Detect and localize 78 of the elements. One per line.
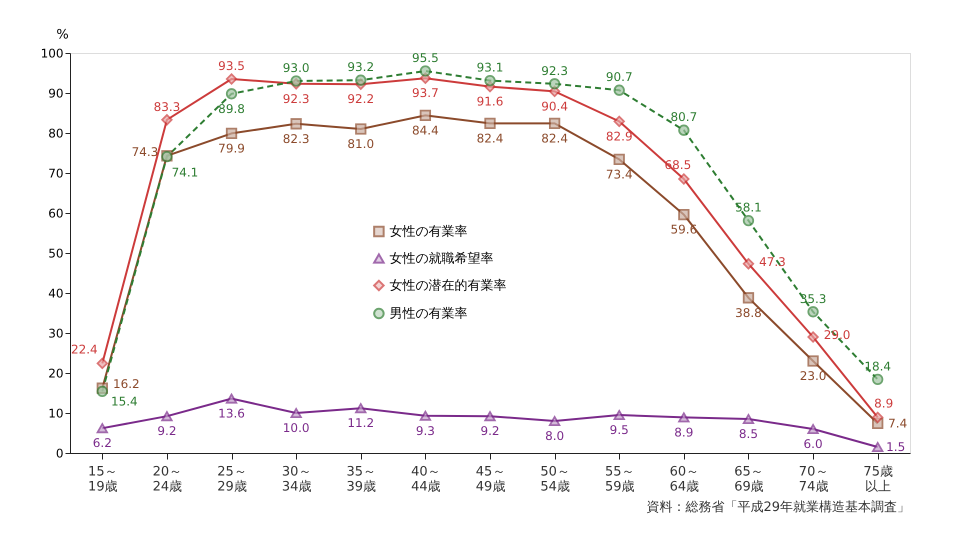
data-label: 35.3 bbox=[800, 292, 826, 306]
data-label: 82.4 bbox=[476, 131, 504, 146]
y-tick-label: 70 bbox=[48, 166, 64, 180]
legend-label: 女性の潜在的有業率 bbox=[389, 278, 506, 294]
data-label: 23.0 bbox=[800, 369, 826, 383]
data-label: 74.3 bbox=[132, 144, 158, 159]
data-label: 90.7 bbox=[606, 70, 633, 84]
data-label: 22.4 bbox=[70, 342, 98, 356]
y-tick-label: 0 bbox=[56, 446, 64, 460]
data-label: 82.9 bbox=[606, 129, 633, 144]
data-label: 8.0 bbox=[545, 429, 564, 443]
x-tick-label: 55～59歳 bbox=[604, 464, 635, 494]
data-label: 15.4 bbox=[110, 394, 138, 408]
data-label: 92.2 bbox=[347, 92, 374, 106]
data-label: 9.2 bbox=[480, 424, 500, 438]
data-label: 83.3 bbox=[154, 100, 180, 114]
x-tick-label: 60～64歳 bbox=[670, 464, 700, 494]
x-tick-label: 65～69歳 bbox=[734, 464, 764, 494]
data-label: 93.1 bbox=[476, 60, 504, 75]
x-tick-label: 50～54歳 bbox=[540, 464, 570, 494]
data-label: 9.5 bbox=[610, 423, 629, 437]
x-tick-label: 15～19歳 bbox=[88, 464, 118, 494]
data-label: 92.3 bbox=[541, 64, 568, 78]
legend-label: 女性の就職希望率 bbox=[389, 250, 494, 266]
data-label: 1.5 bbox=[886, 440, 906, 454]
x-tick-label: 25～29歳 bbox=[217, 464, 247, 494]
data-label: 8.9 bbox=[874, 396, 894, 410]
data-label: 18.4 bbox=[864, 359, 892, 374]
data-label: 9.2 bbox=[157, 424, 176, 438]
data-label: 91.6 bbox=[476, 94, 504, 109]
y-tick-label: 50 bbox=[48, 246, 64, 260]
data-label: 93.5 bbox=[218, 59, 245, 73]
data-label: 79.9 bbox=[218, 141, 245, 156]
legend-label: 男性の有業率 bbox=[389, 306, 468, 322]
data-label: 13.6 bbox=[218, 406, 245, 421]
data-label: 8.9 bbox=[674, 425, 694, 440]
data-label: 10.0 bbox=[282, 421, 310, 435]
y-tick-label: 90 bbox=[48, 86, 64, 100]
data-label: 16.2 bbox=[112, 377, 140, 392]
data-label: 92.3 bbox=[282, 92, 310, 106]
y-tick-label: 100 bbox=[40, 46, 64, 60]
data-label: 7.4 bbox=[888, 416, 908, 430]
data-label: 29.0 bbox=[824, 328, 850, 342]
data-label: 38.8 bbox=[735, 306, 762, 320]
y-tick-label: 20 bbox=[48, 366, 64, 380]
y-tick-label: 60 bbox=[48, 206, 64, 220]
y-tick-label: 40 bbox=[48, 286, 64, 300]
data-label: 95.5 bbox=[412, 51, 439, 65]
data-label: 6.2 bbox=[92, 436, 112, 450]
y-tick-label: 10 bbox=[48, 406, 64, 420]
data-label: 93.0 bbox=[282, 61, 310, 75]
legend-label: 女性の有業率 bbox=[389, 224, 468, 240]
data-label: 84.4 bbox=[412, 123, 439, 138]
data-label: 9.3 bbox=[416, 424, 435, 438]
y-tick-label: 80 bbox=[48, 126, 64, 140]
data-label: 8.5 bbox=[738, 427, 758, 441]
x-tick-label: 40～44歳 bbox=[411, 464, 441, 494]
data-label: 74.1 bbox=[172, 166, 198, 180]
y-tick-label: 30 bbox=[48, 326, 64, 340]
data-label: 93.2 bbox=[347, 60, 374, 74]
data-label: 6.0 bbox=[804, 437, 823, 451]
x-tick-label: 70～74歳 bbox=[798, 464, 828, 494]
data-label: 90.4 bbox=[541, 99, 568, 114]
x-tick-label: 20～24歳 bbox=[152, 464, 182, 494]
data-label: 93.7 bbox=[412, 86, 439, 100]
text: 資料：総務省「平成29年就業構造基本調査」 bbox=[646, 500, 910, 515]
data-label: 73.4 bbox=[606, 167, 633, 182]
x-tick-label: 75歳以上 bbox=[863, 464, 893, 494]
data-label: 11.2 bbox=[347, 416, 374, 430]
data-label: 89.8 bbox=[218, 102, 245, 116]
x-tick-label: 30～34歳 bbox=[282, 464, 312, 494]
data-label: 82.3 bbox=[282, 132, 310, 146]
y-axis-title: % bbox=[56, 28, 69, 42]
x-tick-label: 45～49歳 bbox=[476, 464, 506, 494]
data-label: 80.7 bbox=[670, 110, 698, 124]
data-label: 81.0 bbox=[347, 137, 374, 151]
data-label: 82.4 bbox=[541, 131, 568, 146]
x-tick-label: 35～39歳 bbox=[346, 464, 376, 494]
